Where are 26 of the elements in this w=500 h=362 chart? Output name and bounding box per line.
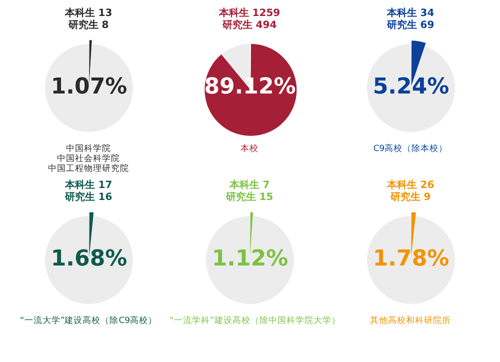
data-label: 1.68%	[50, 246, 127, 272]
text: 本科生 13	[64, 8, 112, 20]
text: 研究生 69	[386, 20, 434, 32]
text: 本科生 26	[386, 180, 434, 192]
text: 研究生 9	[389, 192, 432, 204]
data-label: 5.24%	[372, 74, 449, 100]
data-label: 89.12%	[204, 74, 296, 100]
text: 本科生 34	[386, 8, 434, 20]
text: 本科生 1259	[218, 8, 280, 20]
text: 研究生 494	[221, 20, 278, 32]
text: 中国工程物理研究院	[47, 164, 130, 174]
text: 本科生 17	[64, 180, 112, 192]
data-label: 1.78%	[372, 246, 449, 272]
text: 中国科学院	[65, 144, 112, 154]
text: 中国社会科学院	[56, 154, 121, 164]
text: 本校	[240, 144, 260, 154]
data-label: 1.12%	[211, 246, 288, 272]
text: 研究生 8	[67, 20, 110, 32]
text: “一流大学”建设高校（除C9高校）	[18, 316, 158, 326]
data-label: 1.07%	[50, 74, 127, 100]
text: “一流学科”建设高校（除中国科学院大学）	[170, 316, 340, 326]
text: 其他高校和科研院所	[370, 316, 451, 326]
text: 研究生 15	[226, 192, 274, 204]
text: C9高校（除本校）	[372, 144, 449, 154]
text: 本科生 7	[228, 180, 271, 192]
text: 研究生 16	[64, 192, 112, 204]
